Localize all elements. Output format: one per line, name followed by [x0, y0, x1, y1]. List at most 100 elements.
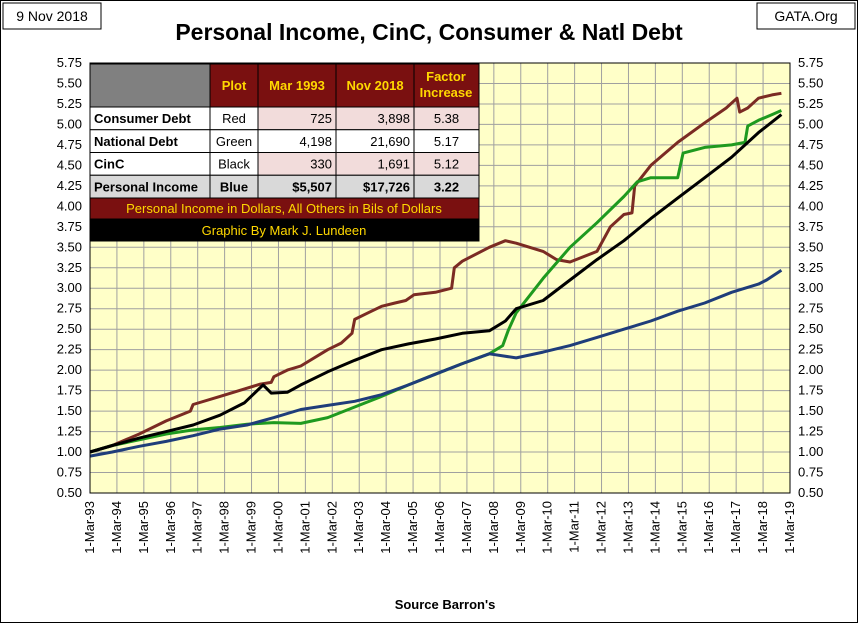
x-tick-label: 1-Mar-16: [701, 501, 716, 554]
y-tick-label-left: 3.00: [57, 280, 82, 295]
x-tick-label: 1-Mar-98: [217, 501, 232, 554]
table-cell-text: 330: [310, 157, 332, 172]
table-cell-text: 3.22: [434, 179, 459, 194]
y-tick-label-right: 0.50: [798, 485, 823, 500]
table-cell-text: 21,690: [370, 134, 410, 149]
y-tick-label-right: 4.00: [798, 198, 823, 213]
table-cell-text: 4,198: [299, 134, 332, 149]
x-tick-label: 1-Mar-08: [486, 501, 501, 554]
y-tick-label-right: 3.75: [798, 219, 823, 234]
brand-label: GATA.Org: [774, 8, 837, 24]
y-tick-label-right: 1.25: [798, 424, 823, 439]
y-axis-left: 0.50 0.75 1.00 1.25 1.50 1.75 2.00 2.25 2.50 2.75…: [57, 55, 82, 500]
source-label: Source Barron's: [395, 597, 496, 612]
table-cell-text: 1,691: [377, 157, 410, 172]
y-tick-label-left: 4.75: [57, 137, 82, 152]
table-cell-text: CinC: [94, 157, 125, 172]
y-tick-label-right: 1.00: [798, 444, 823, 459]
x-axis: 1-Mar-93 1-Mar-94 1-Mar-95 1-Mar-96 1-Mar-97…: [82, 501, 797, 554]
y-tick-label-right: 3.25: [798, 260, 823, 275]
series-line-personal-income: [89, 268, 783, 458]
x-tick-label: 1-Mar-96: [163, 501, 178, 554]
table-corner: [89, 63, 211, 108]
table-cell-text: Green: [216, 134, 252, 149]
x-tick-label: 1-Mar-99: [244, 501, 259, 554]
table-note-units: Personal Income in Dollars, All Others i…: [126, 201, 442, 216]
table-header-plot: Plot: [222, 78, 247, 93]
table-cell-text: 725: [310, 111, 332, 126]
y-tick-label-right: 2.00: [798, 362, 823, 377]
x-tick-label: 1-Mar-11: [567, 501, 582, 553]
y-tick-label-right: 5.00: [798, 116, 823, 131]
data-table: Plot Mar 1993 Nov 2018 Factor Increase Co…: [89, 63, 480, 242]
y-tick-label-left: 2.25: [57, 342, 82, 357]
table-header-factor-line2: Increase: [420, 85, 473, 100]
table-cell-text: Personal Income: [94, 179, 198, 194]
x-tick-label: 1-Mar-93: [82, 501, 97, 554]
x-tick-label: 1-Mar-17: [728, 501, 743, 554]
series-group: [89, 91, 783, 458]
x-tick-label: 1-Mar-19: [782, 501, 797, 554]
table-cell-text: Red: [222, 111, 246, 126]
table-header-factor-line1: Factor: [426, 69, 466, 84]
y-tick-label-left: 0.75: [57, 465, 82, 480]
x-tick-label: 1-Mar-02: [324, 501, 339, 554]
x-tick-label: 1-Mar-12: [594, 501, 609, 554]
date-label: 9 Nov 2018: [16, 8, 88, 24]
table-cell-text: Blue: [220, 179, 248, 194]
y-tick-label-right: 4.75: [798, 137, 823, 152]
y-tick-label-right: 3.00: [798, 280, 823, 295]
table-cell-text: $5,507: [292, 179, 332, 194]
y-tick-label-left: 1.75: [57, 383, 82, 398]
table-cell-text: Black: [218, 157, 250, 172]
y-tick-label-left: 1.25: [57, 424, 82, 439]
y-tick-label-left: 3.25: [57, 260, 82, 275]
table-header-cell: [413, 63, 480, 108]
x-tick-label: 1-Mar-05: [405, 501, 420, 554]
x-tick-label: 1-Mar-07: [459, 501, 474, 554]
y-tick-label-left: 1.00: [57, 444, 82, 459]
x-tick-label: 1-Mar-13: [620, 501, 635, 554]
y-tick-label-left: 2.00: [57, 362, 82, 377]
table-cell-text: 3,898: [377, 111, 410, 126]
y-tick-label-right: 0.75: [798, 465, 823, 480]
y-tick-label-right: 2.25: [798, 342, 823, 357]
y-tick-label-left: 2.50: [57, 321, 82, 336]
y-tick-label-right: 2.50: [798, 321, 823, 336]
table-header-nov2018: Nov 2018: [346, 78, 403, 93]
x-tick-label: 1-Mar-15: [674, 501, 689, 554]
y-tick-label-right: 4.50: [798, 157, 823, 172]
y-tick-label-left: 5.75: [57, 55, 82, 70]
x-tick-label: 1-Mar-97: [190, 501, 205, 554]
x-tick-label: 1-Mar-01: [297, 501, 312, 554]
plot-border: [89, 62, 791, 494]
y-tick-label-left: 5.00: [57, 116, 82, 131]
series-line-cinc: [89, 113, 783, 454]
y-tick-label-left: 5.25: [57, 96, 82, 111]
y-tick-label-right: 1.75: [798, 383, 823, 398]
y-axis-right: 0.50 0.75 1.00 1.25 1.50 1.75 2.00 2.25 2.50 2.75…: [798, 55, 823, 500]
y-tick-label-right: 2.75: [798, 301, 823, 316]
table-cell-text: $17,726: [363, 179, 410, 194]
table-header-cell: [335, 63, 415, 108]
table-note-credit: Graphic By Mark J. Lundeen: [202, 223, 367, 238]
x-tick-label: 1-Mar-18: [755, 501, 770, 554]
y-tick-label-right: 1.50: [798, 403, 823, 418]
y-tick-label-right: 4.25: [798, 178, 823, 193]
table-header-factor: Factor Increase: [420, 69, 473, 100]
x-tick-label: 1-Mar-00: [270, 501, 285, 554]
x-tick-label: 1-Mar-09: [513, 501, 528, 554]
x-tick-label: 1-Mar-06: [432, 501, 447, 554]
y-tick-label-left: 3.50: [57, 239, 82, 254]
x-tick-label: 1-Mar-14: [647, 501, 662, 554]
table-cell-text: National Debt: [94, 134, 178, 149]
brand-box: [756, 2, 856, 30]
table-cell-text: 5.17: [434, 134, 459, 149]
page-title: Personal Income, CinC, Consumer & Natl D…: [175, 19, 683, 45]
table-credit-bar: [89, 218, 480, 242]
series-line-consumer-debt: [89, 91, 782, 454]
x-tick-label: 1-Mar-03: [351, 501, 366, 554]
table-cell-text: Consumer Debt: [94, 111, 191, 126]
y-tick-label-right: 5.50: [798, 75, 823, 90]
